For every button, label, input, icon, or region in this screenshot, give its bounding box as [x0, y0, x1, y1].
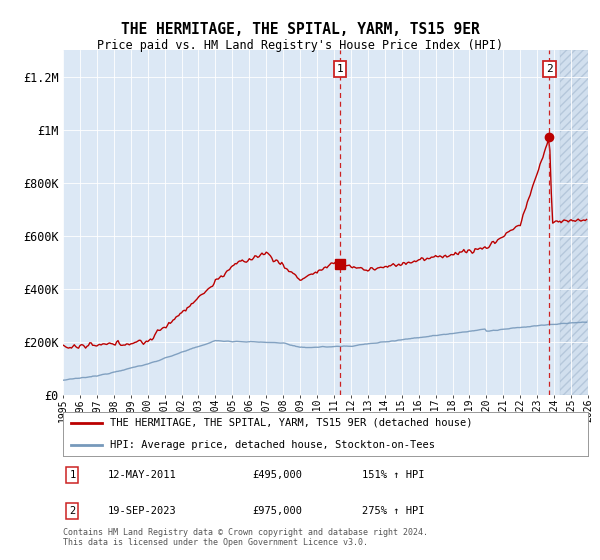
- Text: £975,000: £975,000: [252, 506, 302, 516]
- Text: Contains HM Land Registry data © Crown copyright and database right 2024.
This d: Contains HM Land Registry data © Crown c…: [63, 528, 428, 547]
- Text: 19-SEP-2023: 19-SEP-2023: [107, 506, 176, 516]
- Text: THE HERMITAGE, THE SPITAL, YARM, TS15 9ER: THE HERMITAGE, THE SPITAL, YARM, TS15 9E…: [121, 22, 479, 38]
- Text: 275% ↑ HPI: 275% ↑ HPI: [362, 506, 425, 516]
- Text: THE HERMITAGE, THE SPITAL, YARM, TS15 9ER (detached house): THE HERMITAGE, THE SPITAL, YARM, TS15 9E…: [110, 418, 473, 428]
- Text: Price paid vs. HM Land Registry's House Price Index (HPI): Price paid vs. HM Land Registry's House …: [97, 39, 503, 52]
- Text: HPI: Average price, detached house, Stockton-on-Tees: HPI: Average price, detached house, Stoc…: [110, 440, 435, 450]
- Text: 2: 2: [546, 64, 553, 74]
- Text: 12-MAY-2011: 12-MAY-2011: [107, 470, 176, 480]
- Text: 151% ↑ HPI: 151% ↑ HPI: [362, 470, 425, 480]
- Text: £495,000: £495,000: [252, 470, 302, 480]
- Text: 1: 1: [70, 470, 76, 480]
- Bar: [560, 50, 596, 395]
- Text: 1: 1: [337, 64, 344, 74]
- Text: 2: 2: [70, 506, 76, 516]
